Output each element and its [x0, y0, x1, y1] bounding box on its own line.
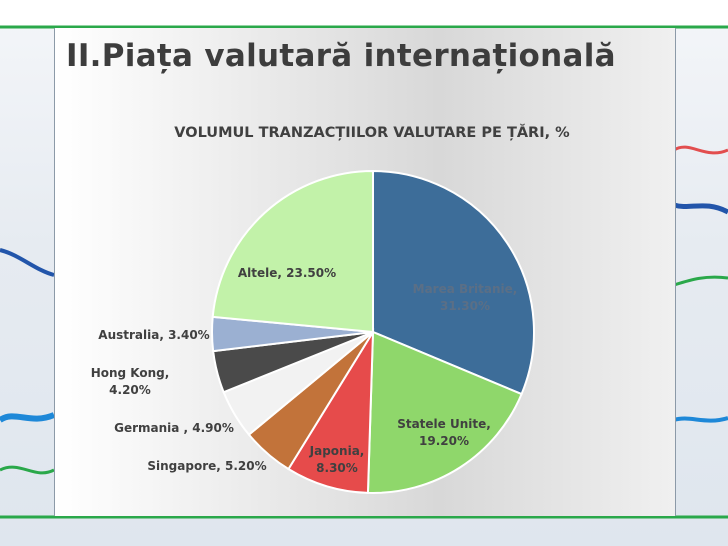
slice-label: Australia, 3.40%: [98, 328, 209, 342]
slide-title: II.Piața valutară internațională: [66, 38, 616, 74]
pie-slice: [211, 169, 374, 334]
chart-title: VOLUMUL TRANZACȚIILOR VALUTARE PE ȚĂRI, …: [174, 125, 570, 141]
slice-label: Marea Britanie, 31.30%: [413, 282, 518, 313]
slice-label: Japonia, 8.30%: [309, 444, 365, 475]
slice-label: Singapore, 5.20%: [147, 459, 266, 473]
slice-label: Hong Kong, 4.20%: [91, 366, 170, 397]
pie-slice: [366, 330, 523, 494]
top-strip: [0, 0, 728, 26]
pie-slice: [372, 169, 535, 396]
slice-label: Germania , 4.90%: [114, 421, 234, 435]
slice-label: Statele Unite, 19.20%: [397, 417, 491, 448]
slice-label: Altele, 23.50%: [238, 266, 336, 280]
